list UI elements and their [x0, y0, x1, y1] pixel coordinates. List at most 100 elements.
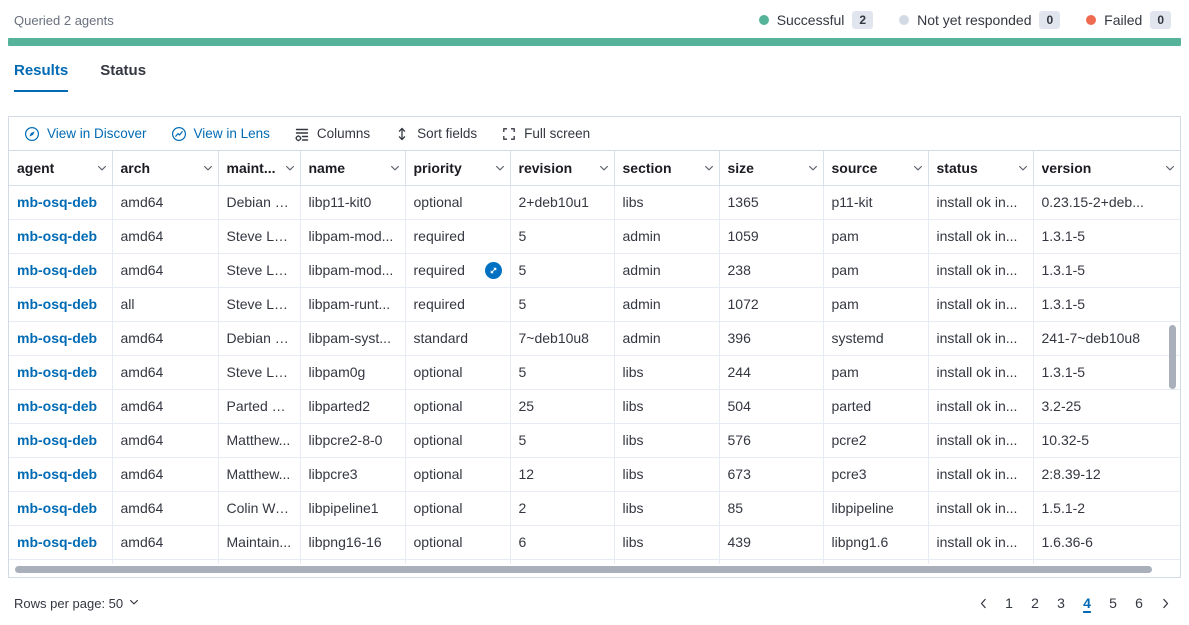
cell-section: admin — [614, 219, 720, 254]
table-row: mb-osq-deb amd64 Matthew... libpcre2-8-0 opt… — [9, 423, 1180, 458]
cell-status: install ok in... — [928, 423, 1034, 458]
cell-section: libs — [614, 525, 720, 560]
table-row: mb-osq-deb amd64 Debian s... libpam-syst...… — [9, 321, 1180, 356]
view-in-discover-button[interactable]: View in Discover — [15, 122, 156, 146]
page-button-6[interactable]: 6 — [1127, 591, 1151, 615]
toolbar-button-label: Full screen — [524, 126, 591, 141]
prev-page-button[interactable] — [971, 591, 995, 615]
columns-button[interactable]: Columns — [285, 122, 379, 146]
expand-cell-button[interactable] — [484, 261, 502, 279]
chevron-down-icon[interactable] — [598, 162, 610, 174]
agent-link[interactable]: mb-osq-deb — [17, 262, 98, 278]
page-button-5[interactable]: 5 — [1101, 591, 1125, 615]
cell-version: 1.3.1-5 — [1033, 287, 1180, 322]
column-header-source[interactable]: source — [823, 151, 929, 186]
cell-agent: mb-osq-deb — [9, 185, 113, 220]
cell-partial — [614, 559, 720, 564]
cell-arch: amd64 — [112, 457, 219, 492]
column-header-version[interactable]: version — [1033, 151, 1180, 186]
cell-arch: amd64 — [112, 321, 219, 356]
chevron-down-icon[interactable] — [389, 162, 401, 174]
cell-source: parted — [823, 389, 929, 424]
toolbar-button-label: View in Discover — [47, 126, 147, 141]
chevron-left-icon — [977, 597, 990, 610]
agent-link[interactable]: mb-osq-deb — [17, 194, 98, 210]
agent-link[interactable]: mb-osq-deb — [17, 296, 98, 312]
toolbar-button-label: View in Lens — [193, 126, 270, 141]
tab-results[interactable]: Results — [14, 62, 69, 92]
cell-value: required — [413, 262, 465, 278]
cell-source: systemd — [823, 321, 929, 356]
cell-source: libpng1.6 — [823, 525, 929, 560]
agent-link[interactable]: mb-osq-deb — [17, 364, 98, 380]
column-header-arch[interactable]: arch — [112, 151, 219, 186]
column-header-section[interactable]: section — [614, 151, 720, 186]
status-legend: Successful 2 Not yet responded 0 Failed 0 — [758, 11, 1171, 29]
toolbar-button-label: Columns — [316, 126, 371, 141]
sort-fields-button[interactable]: Sort fields — [385, 122, 486, 146]
cell-arch: amd64 — [112, 219, 219, 254]
cell-agent: mb-osq-deb — [9, 253, 113, 288]
status-count-badge: 0 — [1150, 11, 1171, 29]
chevron-down-icon[interactable] — [202, 162, 214, 174]
agent-link[interactable]: mb-osq-deb — [17, 432, 98, 448]
cell-name: libpng16-16 — [300, 525, 406, 560]
cell-revision: 5 — [510, 423, 615, 458]
column-header-priority[interactable]: priority — [405, 151, 511, 186]
horizontal-scrollbar[interactable] — [9, 564, 1180, 577]
page-button-3[interactable]: 3 — [1049, 591, 1073, 615]
chevron-down-icon[interactable] — [1164, 162, 1176, 174]
cell-version: 1.3.1-5 — [1033, 253, 1180, 288]
vertical-scrollbar-thumb[interactable] — [1169, 325, 1176, 389]
cell-revision: 6 — [510, 525, 615, 560]
chevron-down-icon[interactable] — [1017, 162, 1029, 174]
horizontal-scrollbar-thumb[interactable] — [15, 566, 1152, 573]
cell-size: 1059 — [719, 219, 824, 254]
tab-status[interactable]: Status — [100, 62, 147, 79]
column-header-revision[interactable]: revision — [510, 151, 615, 186]
lens-icon — [171, 126, 187, 142]
agent-link[interactable]: mb-osq-deb — [17, 228, 98, 244]
chevron-down-icon[interactable] — [807, 162, 819, 174]
page-button-4[interactable]: 4 — [1075, 591, 1099, 615]
column-header-status[interactable]: status — [928, 151, 1034, 186]
chevron-down-icon[interactable] — [96, 162, 108, 174]
cell-source: pam — [823, 355, 929, 390]
cell-status: install ok in... — [928, 219, 1034, 254]
column-header-size[interactable]: size — [719, 151, 824, 186]
agent-link[interactable]: mb-osq-deb — [17, 398, 98, 414]
column-header-agent[interactable]: agent — [9, 151, 113, 186]
status-count-badge: 2 — [852, 11, 874, 29]
cell-partial — [9, 559, 113, 564]
cell-version: 241-7~deb10u8 — [1033, 321, 1180, 356]
page-button-2[interactable]: 2 — [1023, 591, 1047, 615]
agent-link[interactable]: mb-osq-deb — [17, 534, 98, 550]
agent-link[interactable]: mb-osq-deb — [17, 466, 98, 482]
cell-status: install ok in... — [928, 389, 1034, 424]
cell-version: 1.3.1-5 — [1033, 355, 1180, 390]
cell-priority: required — [405, 253, 511, 288]
cell-agent: mb-osq-deb — [9, 525, 113, 560]
chevron-down-icon[interactable] — [494, 162, 506, 174]
cell-size: 1072 — [719, 287, 824, 322]
column-header-maintainer[interactable]: maint... — [218, 151, 301, 186]
agent-link[interactable]: mb-osq-deb — [17, 500, 98, 516]
chevron-down-icon[interactable] — [703, 162, 715, 174]
view-in-lens-button[interactable]: View in Lens — [162, 122, 279, 146]
agent-link[interactable]: mb-osq-deb — [17, 330, 98, 346]
chevron-down-icon[interactable] — [912, 162, 924, 174]
cell-arch: amd64 — [112, 389, 219, 424]
column-header-name[interactable]: name — [300, 151, 406, 186]
page-button-1[interactable]: 1 — [997, 591, 1021, 615]
chevron-down-icon[interactable] — [284, 162, 296, 174]
next-page-button[interactable] — [1153, 591, 1177, 615]
cell-section: libs — [614, 457, 720, 492]
table-row: mb-osq-deb amd64 Maintain... libpng16-16 opt… — [9, 525, 1180, 560]
full-screen-button[interactable]: Full screen — [492, 122, 599, 146]
cell-maintainer: Steve La... — [218, 287, 301, 322]
cell-maintainer: Maintain... — [218, 525, 301, 560]
cell-partial — [112, 559, 219, 564]
cell-size: 1365 — [719, 185, 824, 220]
rows-per-page-button[interactable]: Rows per page: 50 — [14, 596, 140, 611]
